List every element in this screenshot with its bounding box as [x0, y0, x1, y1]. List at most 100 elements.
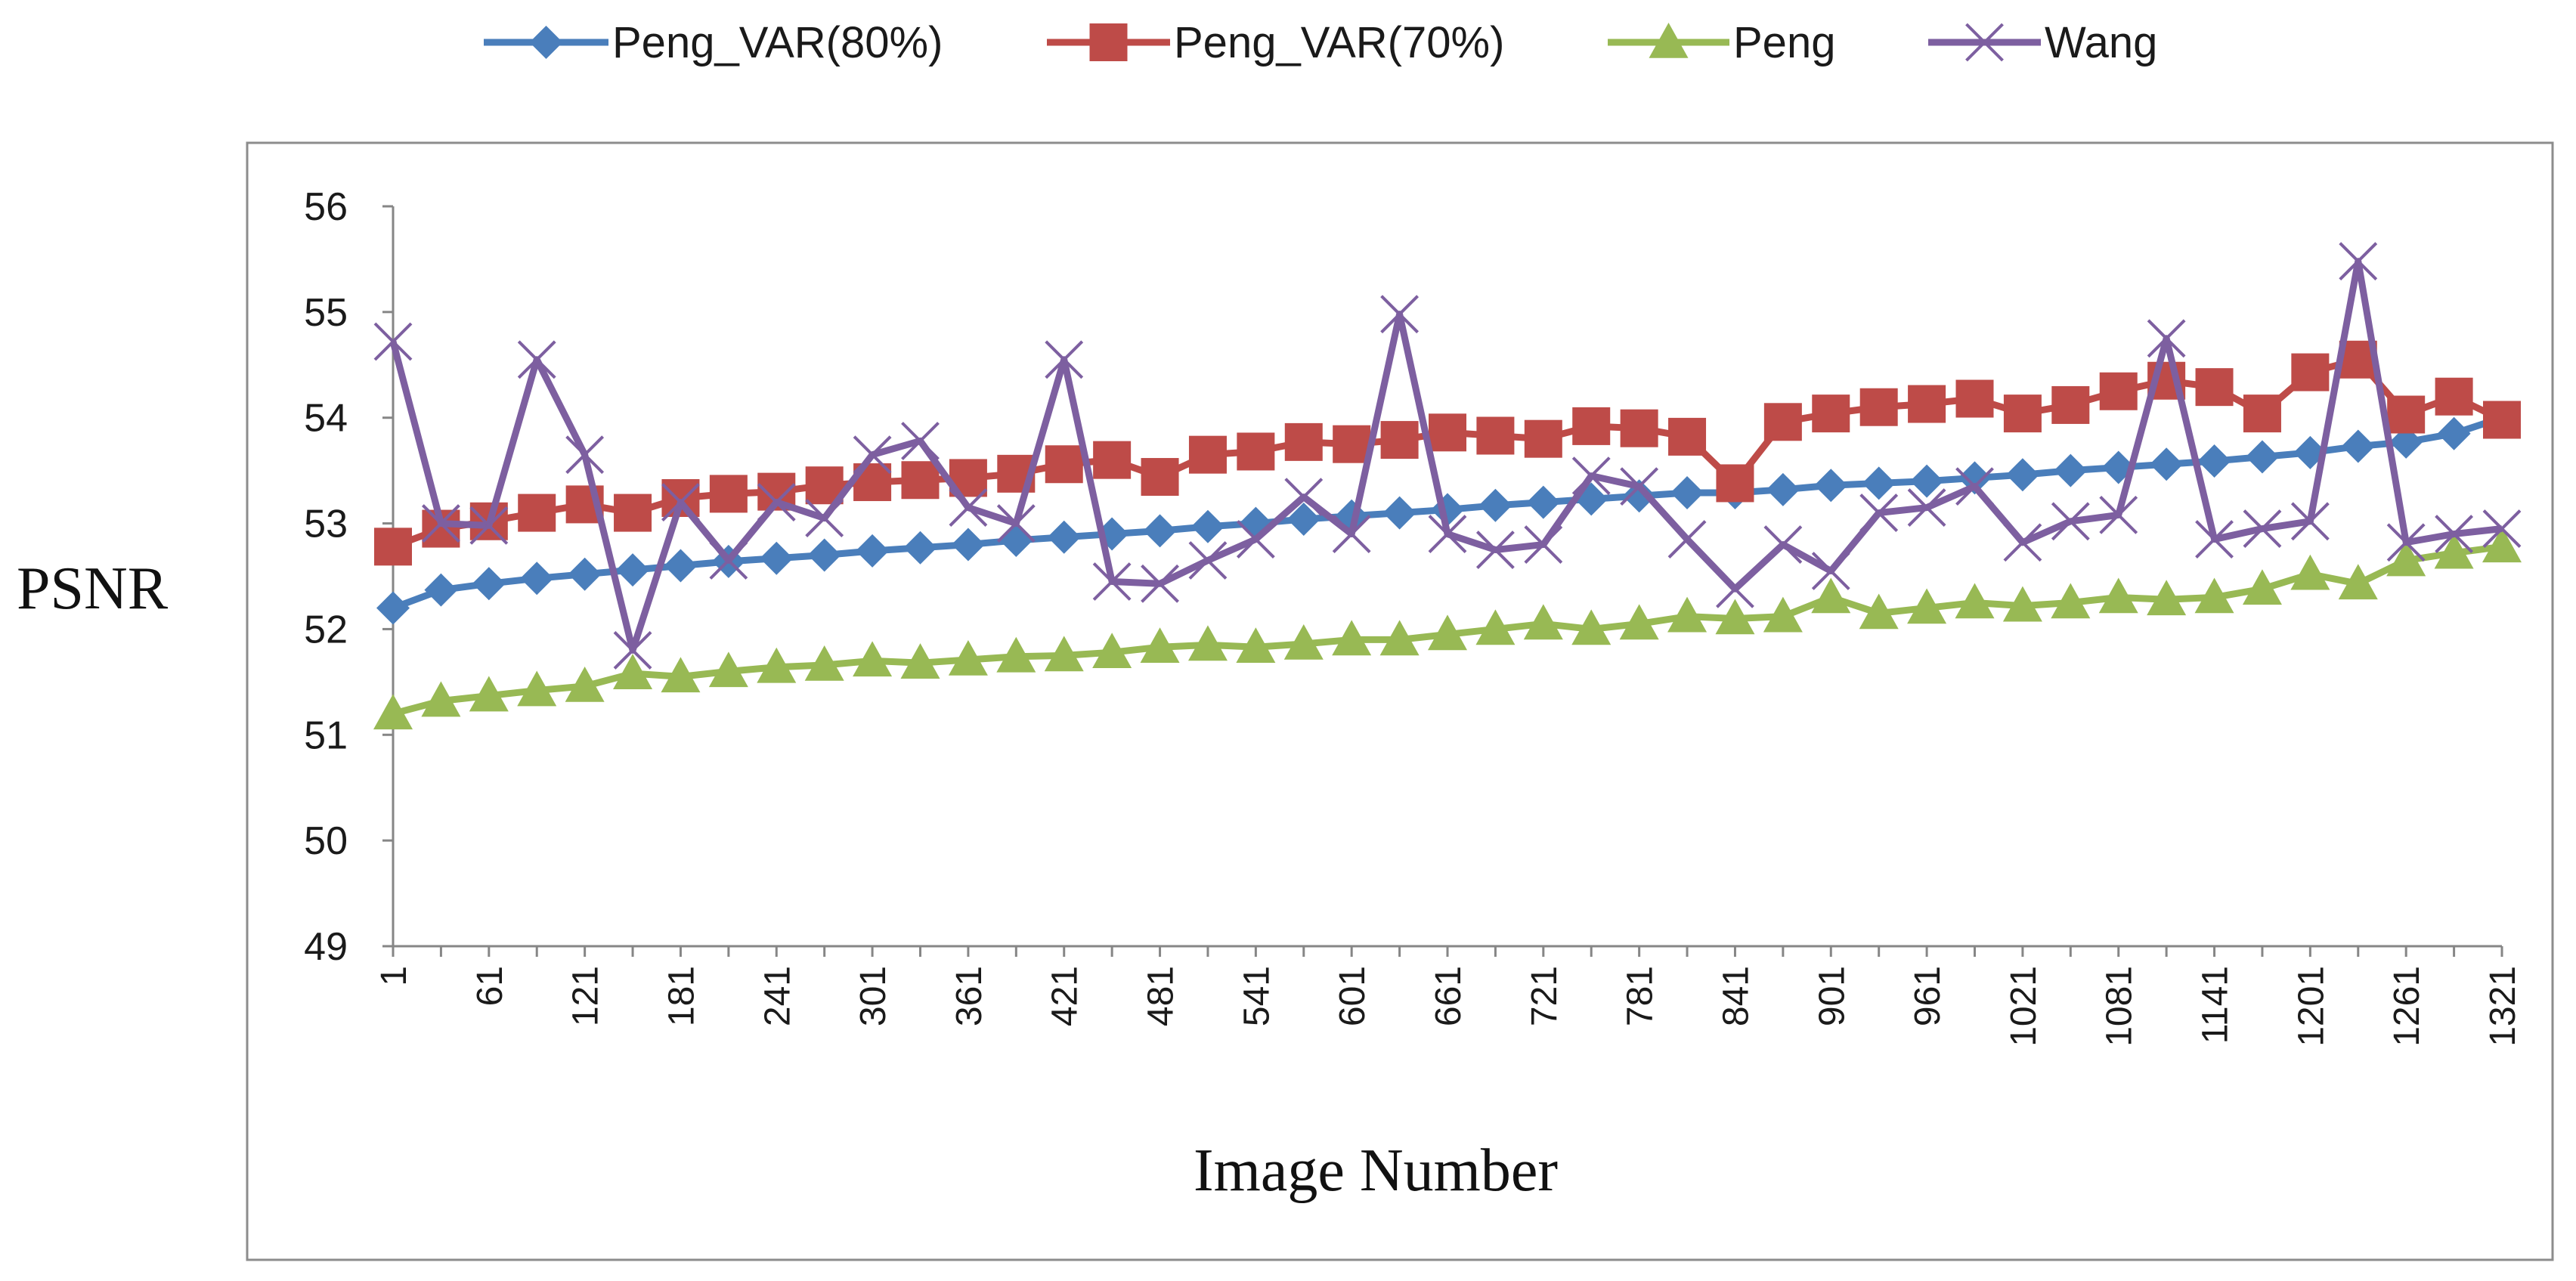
data-point [804, 645, 844, 681]
legend-marker [1649, 23, 1689, 58]
data-point [2051, 502, 2090, 541]
data-point [2051, 385, 2090, 424]
data-point [805, 499, 844, 537]
data-point [1284, 422, 1323, 461]
data-point [2005, 458, 2039, 492]
data-point [424, 573, 458, 607]
data-point [1188, 541, 1228, 580]
data-point [565, 666, 605, 702]
data-point [2054, 453, 2088, 487]
data-point [2147, 319, 2186, 358]
y-tick-label: 51 [304, 713, 348, 757]
data-point [853, 435, 892, 475]
data-point [760, 541, 794, 575]
data-point [616, 553, 650, 587]
x-tick-label: 1261 [2387, 966, 2427, 1047]
data-point [1092, 562, 1132, 601]
data-point [1141, 458, 1179, 497]
data-point [2150, 447, 2184, 481]
data-point [2195, 520, 2234, 559]
data-point [1862, 466, 1896, 500]
data-point [1620, 409, 1658, 447]
data-point [1379, 620, 1420, 656]
x-tick-label: 1141 [2196, 966, 2236, 1044]
data-point [565, 435, 605, 475]
data-point [2339, 242, 2378, 281]
data-point [1859, 593, 1899, 630]
data-point [807, 538, 841, 572]
data-point [2290, 502, 2330, 541]
data-point [568, 557, 602, 591]
legend: Peng_VAR(80%) Peng_VAR(70%) Peng Wang [484, 18, 2157, 67]
y-tick-label: 53 [304, 503, 348, 546]
data-point [1667, 596, 1708, 633]
data-point [1812, 395, 1850, 433]
x-tick-label: 901 [1812, 966, 1852, 1026]
data-point [1333, 425, 1371, 463]
data-point [374, 528, 412, 566]
data-point [757, 647, 797, 683]
data-point [1859, 388, 1898, 426]
data-point [2003, 523, 2042, 562]
data-point [664, 549, 698, 583]
data-point [2386, 523, 2426, 562]
data-point [1475, 609, 1516, 645]
data-point [2003, 395, 2042, 433]
legend-marker [1965, 23, 2004, 62]
x-tick-label: 661 [1429, 966, 1469, 1026]
legend-item: Peng_VAR(70%) [1047, 18, 1504, 67]
data-point [1811, 577, 1851, 614]
data-point [1571, 609, 1612, 645]
legend-item: Peng_VAR(80%) [484, 18, 943, 67]
data-point [2195, 368, 2234, 407]
x-tick-label: 1021 [2004, 966, 2044, 1047]
data-point [1478, 488, 1512, 522]
data-point [1716, 464, 1754, 503]
data-point [1475, 531, 1515, 569]
data-point [613, 630, 652, 670]
legend-marker [529, 26, 563, 59]
data-point [518, 494, 556, 532]
data-point [1910, 464, 1944, 498]
data-point [1332, 620, 1372, 656]
data-point [520, 562, 554, 596]
data-point [1045, 340, 1084, 379]
y-tick-label: 49 [304, 925, 348, 969]
data-point [996, 636, 1036, 673]
data-point [1380, 421, 1419, 459]
y-tick-label: 54 [304, 397, 348, 441]
data-point [2338, 564, 2378, 600]
data-point [1190, 509, 1225, 543]
data-point [2051, 583, 2091, 619]
data-point [901, 461, 940, 500]
data-point [1524, 525, 1563, 564]
y-tick-label: 50 [304, 819, 348, 863]
x-tick-label: 961 [1908, 966, 1948, 1026]
data-point [2194, 577, 2234, 614]
data-point [2243, 395, 2281, 433]
data-point [2099, 495, 2138, 534]
x-tick-label: 1081 [2100, 966, 2140, 1047]
x-tick-label: 721 [1525, 966, 1565, 1026]
y-tick-label: 56 [304, 185, 348, 229]
data-point [1188, 435, 1227, 474]
data-point [2147, 580, 2187, 616]
data-point [1523, 604, 1563, 640]
data-point [757, 483, 796, 522]
data-point [421, 504, 460, 543]
x-tick-label: 1 [374, 966, 414, 986]
data-point [1811, 552, 1850, 590]
series-Peng_VAR(70%) [374, 340, 2521, 566]
data-point [1571, 456, 1611, 496]
data-point [1958, 461, 1992, 495]
data-point [2243, 509, 2282, 548]
data-point [2434, 533, 2474, 569]
data-point [709, 541, 748, 580]
data-point [1763, 525, 1803, 564]
data-point [856, 534, 890, 568]
data-point [1284, 478, 1324, 517]
x-tick-label: 121 [566, 966, 606, 1026]
series-Wang [373, 242, 2522, 670]
data-point [2483, 401, 2521, 439]
x-tick-label: 181 [661, 966, 701, 1026]
